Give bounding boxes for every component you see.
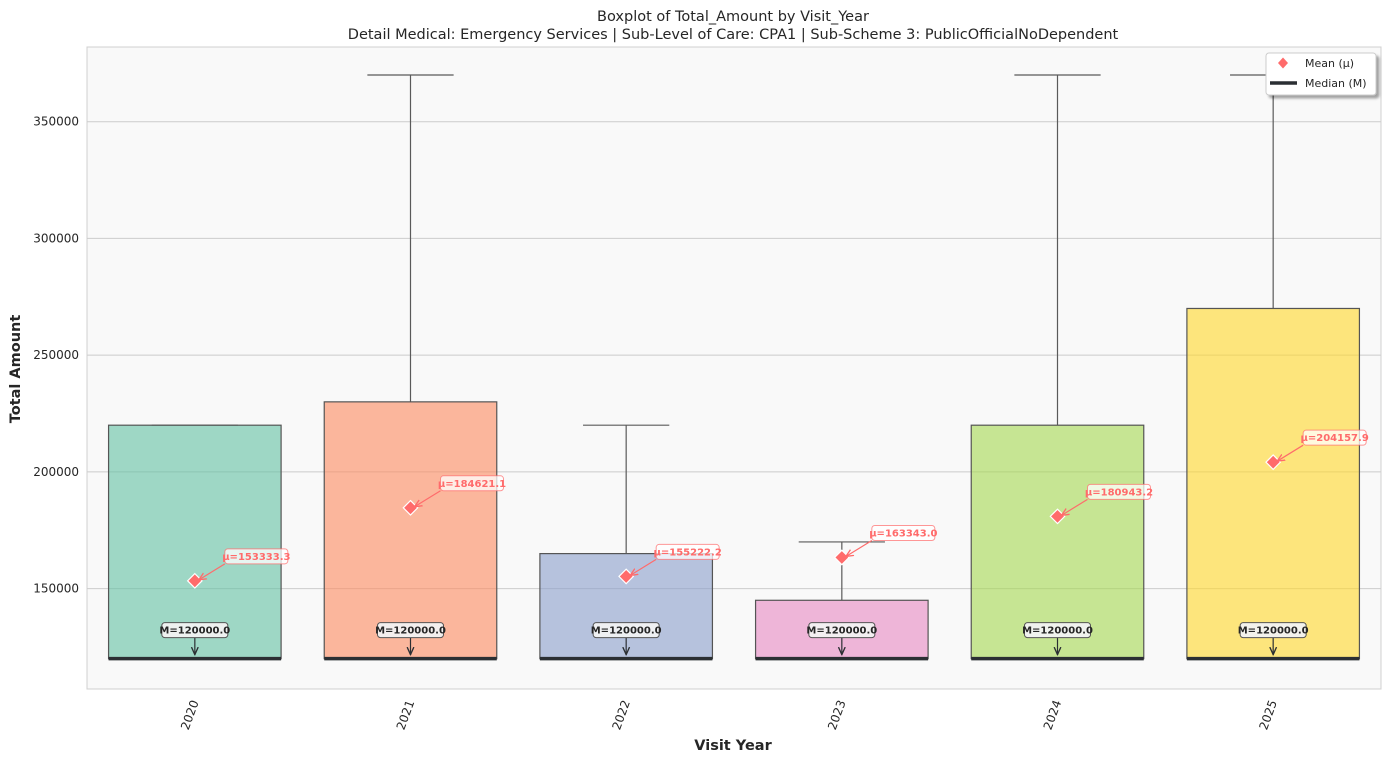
median-annotation: M=120000.0 bbox=[159, 622, 230, 655]
mean-annotation: μ=163343.0 bbox=[846, 524, 937, 556]
mean-label-box bbox=[1087, 483, 1151, 500]
box-2025 bbox=[1186, 74, 1361, 661]
x-tick-label: 2022 bbox=[609, 698, 633, 731]
mean-label: μ=180943.2 bbox=[1085, 487, 1153, 498]
chart-subtitle: Detail Medical: Emergency Services | Sub… bbox=[348, 27, 1119, 43]
mean-arrow bbox=[415, 490, 441, 507]
box-body bbox=[323, 401, 498, 660]
gridlines bbox=[87, 121, 1381, 590]
mean-label: μ=184621.1 bbox=[438, 479, 506, 490]
median-annotation: M=120000.0 bbox=[375, 622, 446, 655]
x-tick-label: 2020 bbox=[178, 698, 202, 731]
mean-label: μ=204157.9 bbox=[1301, 433, 1369, 444]
mean-label-box bbox=[440, 475, 504, 492]
y-axis-label: Total Amount bbox=[8, 315, 24, 424]
box-body bbox=[1186, 307, 1361, 660]
mean-annotation: μ=180943.2 bbox=[1062, 483, 1153, 515]
mean-label-box bbox=[871, 524, 936, 541]
mean-arrow bbox=[199, 563, 226, 580]
mean-label: μ=163343.0 bbox=[869, 528, 937, 539]
median-annotation: M=120000.0 bbox=[806, 622, 877, 655]
mean-annotation: μ=153333.3 bbox=[199, 548, 290, 580]
median-label-box bbox=[1024, 622, 1091, 639]
plot-area bbox=[86, 46, 1382, 690]
mean-annotation: μ=155222.2 bbox=[630, 543, 722, 575]
mean-arrow bbox=[1277, 444, 1304, 461]
x-axis-ticks: 2020 2021 2022 2023 2024 2025 bbox=[178, 698, 1280, 731]
median-annotation: M=120000.0 bbox=[1022, 622, 1093, 655]
median-label: M=120000.0 bbox=[375, 626, 446, 637]
box-body bbox=[107, 424, 282, 660]
x-tick-label: 2024 bbox=[1041, 698, 1065, 731]
mean-label-box bbox=[655, 543, 720, 560]
median-annotation: M=120000.0 bbox=[1238, 622, 1309, 655]
mean-label: μ=153333.3 bbox=[222, 552, 290, 563]
mean-annotation: μ=204157.9 bbox=[1277, 429, 1369, 461]
median-label: M=120000.0 bbox=[159, 626, 230, 637]
legend-mean-marker bbox=[1278, 57, 1288, 69]
box-2021 bbox=[323, 74, 498, 661]
median-label: M=120000.0 bbox=[591, 626, 662, 637]
box-2024 bbox=[970, 74, 1145, 661]
median-label-box bbox=[161, 622, 229, 639]
x-tick-label: 2023 bbox=[825, 698, 849, 731]
y-tick-label: 200000 bbox=[33, 465, 79, 479]
median-label: M=120000.0 bbox=[806, 626, 877, 637]
x-tick-label: 2021 bbox=[394, 698, 418, 731]
legend: Mean (μ) Median (M) bbox=[1265, 52, 1377, 96]
mean-annotation: μ=184621.1 bbox=[415, 475, 506, 507]
x-axis-label: Visit Year bbox=[694, 738, 772, 754]
box-2020 bbox=[107, 424, 282, 661]
legend-mean-label: Mean (μ) bbox=[1305, 57, 1354, 70]
annotations: M=120000.0 μ=153333.3 M=120000.0 μ=184621.1… bbox=[159, 429, 1369, 655]
y-axis-ticks: 150000 200000 250000 300000 350000 bbox=[33, 115, 79, 596]
mean-arrow bbox=[630, 558, 657, 575]
mean-arrow bbox=[846, 539, 873, 556]
median-annotation: M=120000.0 bbox=[591, 622, 662, 655]
box-body bbox=[970, 424, 1145, 660]
y-tick-label: 250000 bbox=[33, 348, 79, 362]
mean-arrow bbox=[1062, 498, 1088, 515]
y-tick-label: 350000 bbox=[33, 115, 79, 129]
mean-label-box bbox=[224, 548, 289, 565]
chart-title: Boxplot of Total_Amount by Visit_Year bbox=[597, 9, 869, 25]
y-tick-label: 300000 bbox=[33, 231, 79, 245]
mean-label-box bbox=[1302, 429, 1367, 446]
median-label-box bbox=[1239, 622, 1307, 639]
boxes bbox=[107, 74, 1361, 661]
median-label: M=120000.0 bbox=[1022, 626, 1093, 637]
legend-median-label: Median (M) bbox=[1305, 77, 1367, 90]
median-label-box bbox=[592, 622, 660, 639]
x-tick-label: 2025 bbox=[1256, 698, 1280, 731]
y-tick-label: 150000 bbox=[33, 582, 79, 596]
median-label: M=120000.0 bbox=[1238, 626, 1309, 637]
median-label-box bbox=[377, 622, 444, 639]
median-label-box bbox=[808, 622, 876, 639]
mean-label: μ=155222.2 bbox=[654, 547, 722, 558]
